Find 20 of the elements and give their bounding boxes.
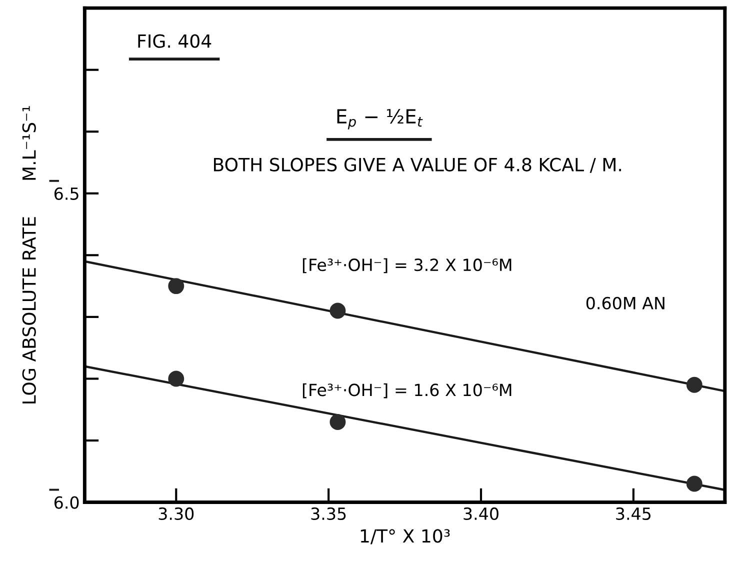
y-tick-label: 6.0	[54, 496, 79, 509]
annotation: 0.60M AN	[586, 296, 664, 310]
point	[330, 302, 346, 319]
x-tick-label: 3.35	[311, 507, 346, 520]
annotation: E$_{p}$ − ½E$_{t}$	[337, 108, 423, 130]
point	[168, 278, 184, 294]
point	[330, 414, 346, 430]
point	[686, 476, 702, 492]
annotation: BOTH SLOPES GIVE A VALUE OF 4.8 KCAL / M.	[214, 158, 621, 173]
x-tick-label: 3.45	[616, 507, 651, 520]
x-tick-label: 3.40	[464, 507, 498, 520]
point	[686, 376, 702, 393]
y-tick-label: 6.5	[54, 187, 78, 200]
x-axis-title: 1/T° X 10³	[360, 529, 450, 544]
text: [Fe³⁺·OH⁻] = 3.2 X 10⁻⁶M	[302, 258, 512, 274]
x-tick-label: 3.30	[158, 507, 194, 520]
text: FIG. 404	[138, 34, 212, 48]
text: [Fe³⁺·OH⁻] = 1.6 X 10⁻⁶M	[302, 383, 512, 398]
y-axis-title: LOG ABSOLUTE RATE M.L⁻¹S⁻¹	[22, 106, 36, 404]
point	[168, 370, 184, 387]
